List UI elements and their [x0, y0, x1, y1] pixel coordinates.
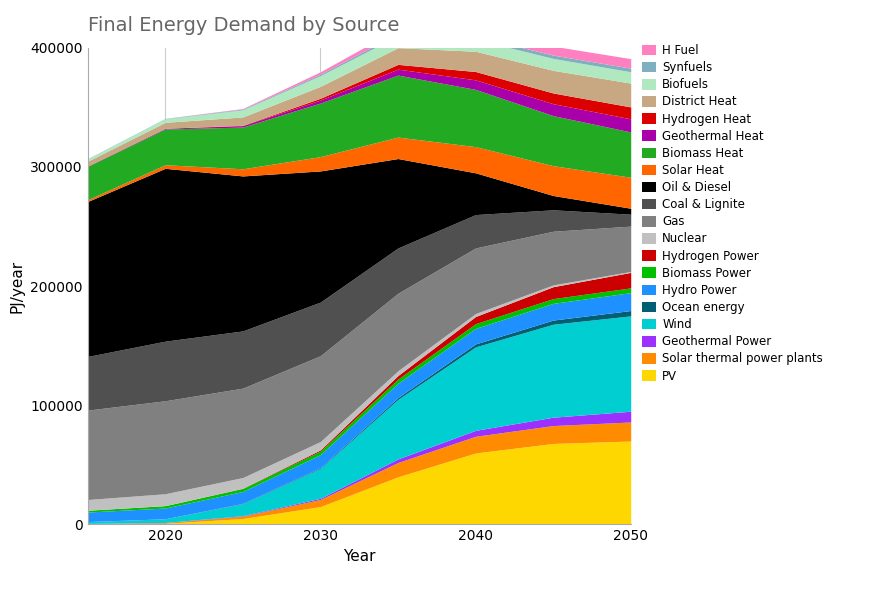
- Y-axis label: PJ/year: PJ/year: [10, 259, 25, 313]
- Text: Final Energy Demand by Source: Final Energy Demand by Source: [88, 16, 399, 35]
- X-axis label: Year: Year: [343, 549, 376, 564]
- Legend: H Fuel, Synfuels, Biofuels, District Heat, Hydrogen Heat, Geothermal Heat, Bioma: H Fuel, Synfuels, Biofuels, District Hea…: [642, 44, 823, 383]
